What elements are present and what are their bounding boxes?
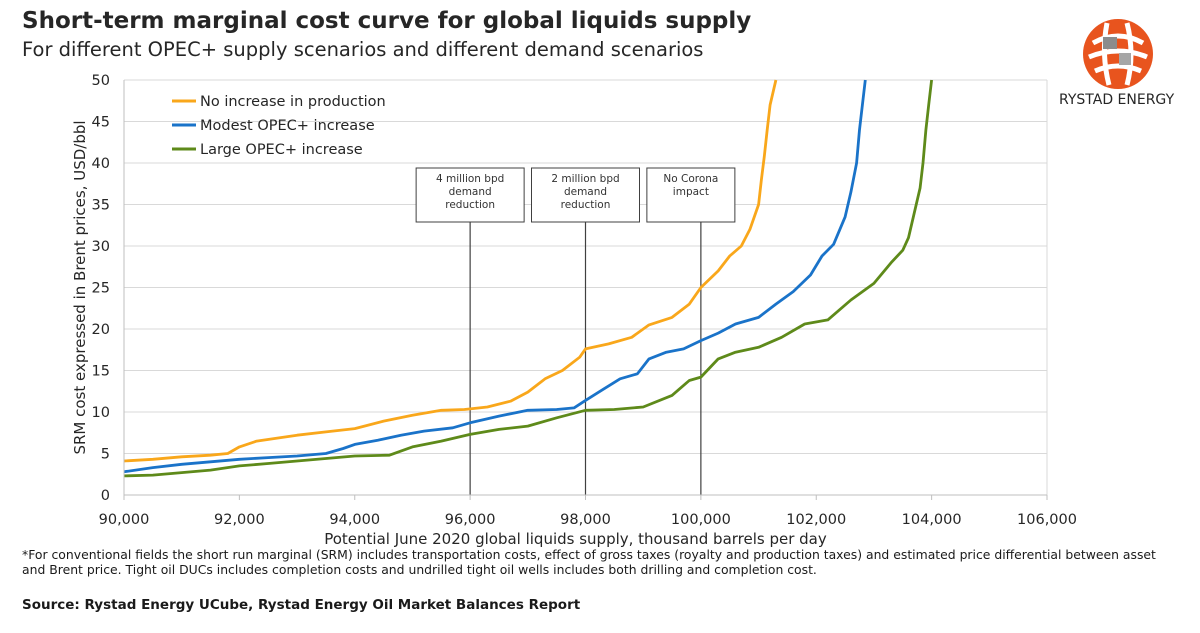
annotation-box <box>531 167 640 223</box>
series-line <box>123 79 778 463</box>
x-tick-label: 102,000 <box>786 512 846 528</box>
x-tick-label: 94,000 <box>329 512 380 528</box>
y-tick-label: 45 <box>92 115 110 131</box>
y-tick-label: 50 <box>92 73 110 89</box>
annotation-box <box>415 167 525 223</box>
axes: 0 5 10 15 20 25 30 35 40 45 50 90,000 92,000 94,000 96… <box>71 73 1077 548</box>
y-axis-label: SRM cost expressed in Brent prices, USD/… <box>71 120 89 454</box>
brand-name: RYSTAD ENERGY <box>1059 92 1175 108</box>
y-tick-label: 10 <box>92 405 110 421</box>
annotation-label: reduction <box>561 199 611 211</box>
annotation-label: impact <box>673 186 709 198</box>
y-tick-label: 20 <box>92 322 110 338</box>
x-tick-label: 104,000 <box>902 512 962 528</box>
legend: No increase in production Modest OPEC+ in… <box>172 94 386 158</box>
x-tick-label: 90,000 <box>99 512 150 528</box>
y-tick-label: 5 <box>101 447 110 463</box>
x-tick-label: 100,000 <box>671 512 731 528</box>
source-note: Source: Rystad Energy UCube, Rystad Ener… <box>22 597 581 613</box>
x-tick-label: 106,000 <box>1017 512 1077 528</box>
x-tick-label: 92,000 <box>214 512 265 528</box>
series-line <box>123 79 867 474</box>
series-lines <box>123 79 933 478</box>
annotation-label: 4 million bpd <box>436 173 504 185</box>
y-tick-label: 35 <box>92 198 110 214</box>
chart-title: Short-term marginal cost curve for globa… <box>22 8 752 34</box>
legend-label: Modest OPEC+ increase <box>200 118 375 134</box>
y-tick-label: 0 <box>101 488 110 504</box>
y-tick-label: 30 <box>92 239 110 255</box>
annotation-label: demand <box>564 186 607 198</box>
annotation-label: 2 million bpd <box>551 173 619 185</box>
annotation-label: reduction <box>445 199 495 211</box>
legend-label: Large OPEC+ increase <box>200 142 363 158</box>
x-axis-label: Potential June 2020 global liquids suppl… <box>324 530 827 548</box>
y-tick-label: 15 <box>92 364 110 380</box>
footnote: *For conventional fields the short run m… <box>22 547 1156 577</box>
series-line <box>123 79 933 478</box>
x-tick-label: 96,000 <box>445 512 496 528</box>
legend-label: No increase in production <box>200 94 386 110</box>
annotation-label: demand <box>449 186 492 198</box>
x-tick-label: 98,000 <box>560 512 611 528</box>
y-tick-label: 25 <box>92 281 110 297</box>
chart-subtitle: For different OPEC+ supply scenarios and… <box>22 38 704 61</box>
annotation-label: No Corona <box>663 173 718 185</box>
annotation-box <box>646 167 736 223</box>
y-tick-label: 40 <box>92 156 110 172</box>
rystad-logo-icon <box>1083 19 1153 89</box>
